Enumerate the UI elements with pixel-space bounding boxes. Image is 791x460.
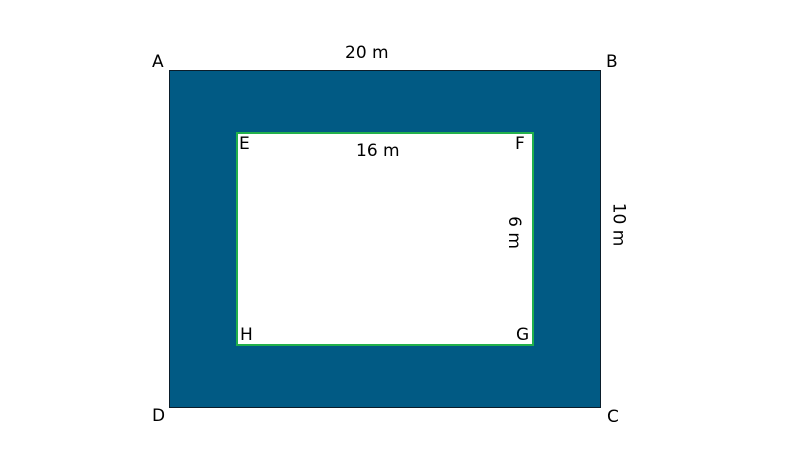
vertex-label-e: E: [239, 134, 250, 154]
inner-width-label: 16 m: [356, 141, 400, 161]
inner-rectangle-efgh: [236, 132, 534, 346]
vertex-label-f: F: [515, 134, 525, 154]
inner-height-label: 6 m: [503, 216, 524, 249]
vertex-label-b: B: [606, 52, 618, 72]
vertex-label-g: G: [516, 325, 530, 345]
vertex-label-a: A: [152, 52, 164, 72]
outer-width-label: 20 m: [345, 43, 389, 63]
vertex-label-d: D: [152, 406, 166, 426]
vertex-label-h: H: [240, 325, 253, 345]
vertex-label-c: C: [607, 407, 619, 427]
outer-height-label: 10 m: [608, 202, 629, 247]
